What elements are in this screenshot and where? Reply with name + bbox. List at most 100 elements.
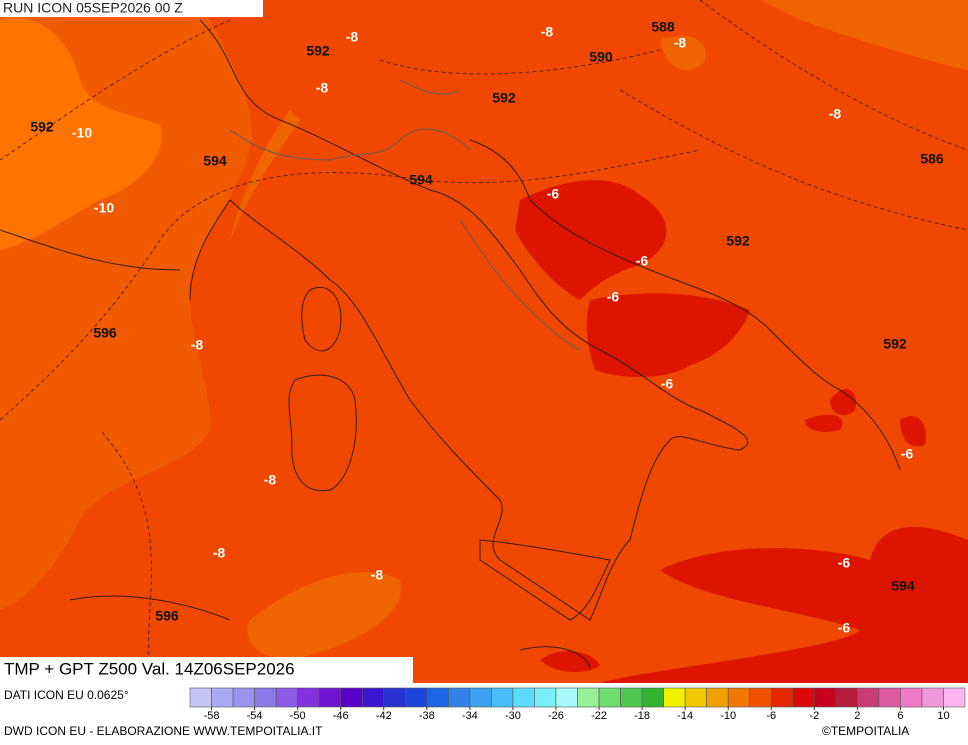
temperature-label: -10 [72, 125, 92, 141]
temp-zone [760, 0, 968, 70]
legend-swatch [900, 687, 923, 708]
legend-swatch [297, 687, 320, 708]
legend-swatch [620, 687, 643, 708]
legend-swatch [448, 687, 471, 708]
legend-tick-label: -30 [505, 710, 521, 722]
legend-swatch [275, 687, 298, 708]
legend-tick-label: -58 [204, 710, 220, 722]
color-legend: -58 -54 -50 -46 -42 -38 -34 -30 -26 -22 -18 -14 -10-… [189, 687, 966, 722]
legend-swatch [835, 687, 858, 708]
copyright-label: ©TEMPOITALIA [822, 724, 909, 738]
temperature-label: -8 [213, 545, 226, 561]
geopotential-label: 592 [726, 233, 750, 249]
legend-swatch [211, 687, 234, 708]
legend-swatch [318, 687, 341, 708]
legend-tick-label: -38 [419, 710, 435, 722]
legend-tick-label: 10 [937, 710, 949, 722]
legend-tick-label: 6 [897, 710, 903, 722]
temperature-label: -6 [838, 620, 851, 636]
geopotential-label: 592 [492, 90, 516, 106]
temp-zone [0, 18, 162, 250]
legend-tick-label: -50 [290, 710, 306, 722]
geopotential-label: 592 [306, 43, 330, 59]
source-label: DATI ICON EU 0.0625° [4, 688, 129, 702]
legend-tick-label: -34 [462, 710, 478, 722]
geopotential-label: 592 [883, 336, 907, 352]
temp-zone [247, 572, 401, 660]
temperature-label: -6 [661, 376, 674, 392]
temperature-label: -8 [829, 106, 842, 122]
geopotential-label: 596 [155, 608, 179, 624]
temperature-label: -6 [636, 253, 649, 269]
temperature-label: -6 [838, 555, 851, 571]
legend-swatch [361, 687, 385, 708]
temperature-label: -8 [674, 35, 687, 51]
header-box [0, 0, 263, 17]
temperature-label: -8 [541, 24, 554, 40]
map-title: TMP + GPT Z500 Val. 14Z06SEP2026 [4, 659, 295, 678]
legend-swatch [663, 687, 686, 708]
temp-zone [540, 650, 600, 672]
legend-swatch [340, 687, 363, 708]
legend-tick-label: -10 [720, 710, 736, 722]
geopotential-label: 594 [203, 153, 227, 169]
footer-box [0, 657, 413, 683]
geopotential-label: 596 [93, 325, 117, 341]
legend-swatch [232, 687, 255, 708]
legend-swatch [598, 687, 621, 708]
legend-tick-label: -46 [333, 710, 349, 722]
legend-swatch [534, 687, 557, 708]
legend-tick-label: 2 [854, 710, 860, 722]
coastline [0, 229, 591, 671]
legend-tick-label: -2 [809, 710, 819, 722]
legend-swatch [770, 687, 794, 708]
temp-zone [805, 389, 926, 447]
legend-tick-label: -14 [677, 710, 693, 722]
region-border [229, 79, 581, 351]
coastline [189, 19, 749, 621]
legend-swatch [577, 687, 600, 708]
legend-swatch [383, 687, 406, 708]
coastline [479, 539, 611, 621]
coastline [301, 287, 342, 352]
geopotential-label: 592 [30, 119, 54, 135]
temperature-label: -8 [316, 80, 329, 96]
geopotential-isoline [0, 0, 968, 684]
legend-swatch [727, 687, 751, 708]
temp-zone [515, 180, 667, 300]
temperature-label: -6 [901, 446, 914, 462]
map [0, 0, 968, 684]
legend-swatch [792, 687, 815, 708]
legend-tick-label: -18 [634, 710, 650, 722]
legend-swatch [469, 687, 492, 708]
temp-zone [600, 526, 968, 683]
legend-tick-label: -26 [548, 710, 564, 722]
legend-swatch [943, 687, 966, 708]
legend-swatch [491, 687, 514, 708]
coastline [288, 374, 357, 492]
temperature-label: -6 [547, 186, 560, 202]
legend-swatch [641, 687, 664, 708]
legend-tick-label: -42 [376, 710, 392, 722]
geopotential-label: 588 [651, 19, 675, 35]
legend-swatch [814, 687, 837, 708]
temperature-label: -8 [346, 29, 359, 45]
temperature-label: -8 [264, 472, 277, 488]
legend-swatch [512, 687, 535, 708]
temp-zone [660, 36, 706, 71]
legend-swatch [921, 687, 944, 708]
temp-zone [230, 110, 300, 240]
temperature-label: -10 [94, 200, 114, 216]
geopotential-label: 594 [409, 172, 433, 188]
geopotential-label: 590 [589, 49, 613, 65]
legend-swatch [426, 687, 449, 708]
credit-label: DWD ICON EU - ELABORAZIONE WWW.TEMPOITAL… [4, 724, 323, 738]
temperature-label: -8 [371, 567, 384, 583]
geopotential-label: 594 [891, 578, 915, 594]
legend-swatch [555, 687, 578, 708]
temperature-label: -6 [607, 289, 620, 305]
legend-tick-label: -22 [591, 710, 607, 722]
legend-tick-label: -54 [247, 710, 263, 722]
